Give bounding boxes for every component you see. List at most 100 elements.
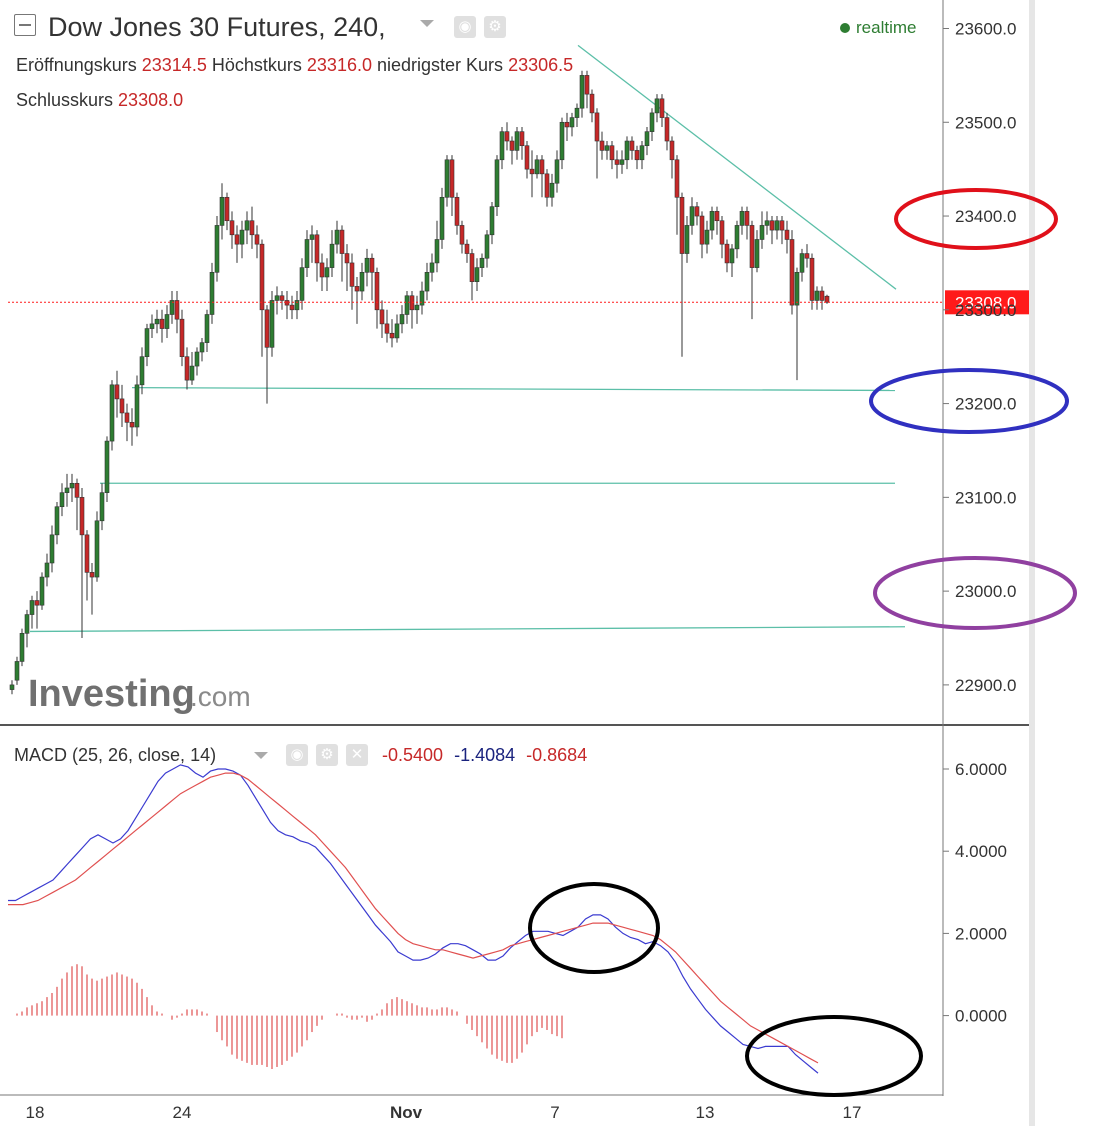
candle-body <box>664 117 670 142</box>
candle-body <box>824 295 830 303</box>
candle-body <box>54 506 60 536</box>
candle-body <box>329 243 335 268</box>
macd-eye-icon[interactable]: ◉ <box>286 744 308 766</box>
candle-body <box>604 145 610 151</box>
candle-body <box>239 229 245 245</box>
candle-body <box>169 300 175 315</box>
candle-body <box>264 309 270 348</box>
candle-body <box>229 220 235 236</box>
candle-body <box>254 234 260 245</box>
candle-body <box>719 220 725 245</box>
candle-body <box>684 225 690 254</box>
candle-body <box>259 243 265 311</box>
candle-body <box>739 211 745 226</box>
macd-close-icon[interactable]: ✕ <box>346 744 368 766</box>
candle-body <box>424 272 430 292</box>
candle-body <box>509 140 515 151</box>
annotation-circle-23200 <box>869 368 1069 434</box>
candle-body <box>814 290 820 301</box>
time-tick-label: 7 <box>550 1103 559 1122</box>
candle-body <box>759 225 765 240</box>
candle-body <box>794 272 800 306</box>
support-line-22960 <box>29 626 906 633</box>
candle-body <box>594 112 600 142</box>
candle-body <box>809 257 815 301</box>
candle-body <box>219 196 225 226</box>
eye-icon[interactable]: ◉ <box>454 16 476 38</box>
last-price-tag <box>945 290 1031 315</box>
candle-body <box>799 253 805 273</box>
candle-body <box>574 107 580 118</box>
candle-body <box>294 300 300 311</box>
time-tick-label: Nov <box>390 1103 423 1122</box>
candle-body <box>29 600 35 615</box>
macd-value-3: -0.8684 <box>526 745 588 765</box>
candle-body <box>209 272 215 315</box>
candle-body <box>139 356 145 386</box>
collapse-icon[interactable] <box>14 14 36 36</box>
price-tick-label: 23000.0 <box>955 582 1016 601</box>
candle-body <box>359 272 365 292</box>
candle-body <box>79 497 85 536</box>
candle-body <box>519 131 525 147</box>
candle-body <box>9 684 15 690</box>
chevron-down-icon[interactable] <box>420 20 434 27</box>
gear-icon[interactable]: ⚙ <box>484 16 506 38</box>
candle-body <box>334 229 340 245</box>
candle-body <box>589 93 595 114</box>
candle-body <box>159 318 165 329</box>
candle-body <box>369 257 375 273</box>
candle-body <box>654 98 660 114</box>
candle-body <box>124 412 130 423</box>
candle-body <box>419 290 425 306</box>
candle-body <box>99 492 105 522</box>
candle-body <box>749 225 755 268</box>
candle-body <box>304 239 310 268</box>
macd-legend: MACD (25, 26, close, 14) <box>14 745 216 766</box>
candle-body <box>584 75 590 95</box>
candle-body <box>804 253 810 259</box>
candle-body <box>474 267 480 282</box>
candle-body <box>109 384 115 442</box>
candle-body <box>514 131 520 151</box>
candle-body <box>214 225 220 273</box>
price-tick-label: 23300.0 <box>955 301 1016 320</box>
candle-body <box>599 140 605 151</box>
candle-body <box>154 318 160 325</box>
price-tick-label: 23400.0 <box>955 207 1016 226</box>
candle-body <box>244 220 250 231</box>
candle-body <box>94 520 100 578</box>
candle-body <box>639 145 645 161</box>
candle-body <box>524 145 530 170</box>
macd-line <box>8 764 819 1074</box>
candle-body <box>49 534 55 564</box>
candle-body <box>464 243 470 254</box>
candle-body <box>414 304 420 311</box>
candle-body <box>89 572 95 578</box>
candle-body <box>374 272 380 311</box>
candle-body <box>324 267 330 278</box>
macd-value-2: -1.4084 <box>454 745 516 765</box>
status-text: realtime <box>856 18 917 37</box>
macd-gear-icon[interactable]: ⚙ <box>316 744 338 766</box>
candle-body <box>484 234 490 259</box>
candle-body <box>444 159 450 198</box>
candle-body <box>349 262 355 287</box>
candle-body <box>729 248 735 264</box>
candle-body <box>439 196 445 240</box>
candle-body <box>744 211 750 226</box>
candle-body <box>629 140 635 151</box>
annotation-circle-23400 <box>894 188 1058 250</box>
ohlc-row-1: Eröffnungskurs 23314.5 Höchstkurs 23316.… <box>16 55 573 76</box>
signal-line <box>8 772 819 1064</box>
candle-body <box>339 229 345 254</box>
macd-chevron-down-icon[interactable] <box>254 752 268 759</box>
candle-body <box>319 262 325 278</box>
candle-body <box>764 220 770 226</box>
time-tick-label: 24 <box>173 1103 192 1122</box>
candle-body <box>104 440 110 493</box>
candle-body <box>754 239 760 268</box>
annotation-circle-23000 <box>873 556 1077 630</box>
macd-tick-label: 0.0000 <box>955 1007 1007 1026</box>
